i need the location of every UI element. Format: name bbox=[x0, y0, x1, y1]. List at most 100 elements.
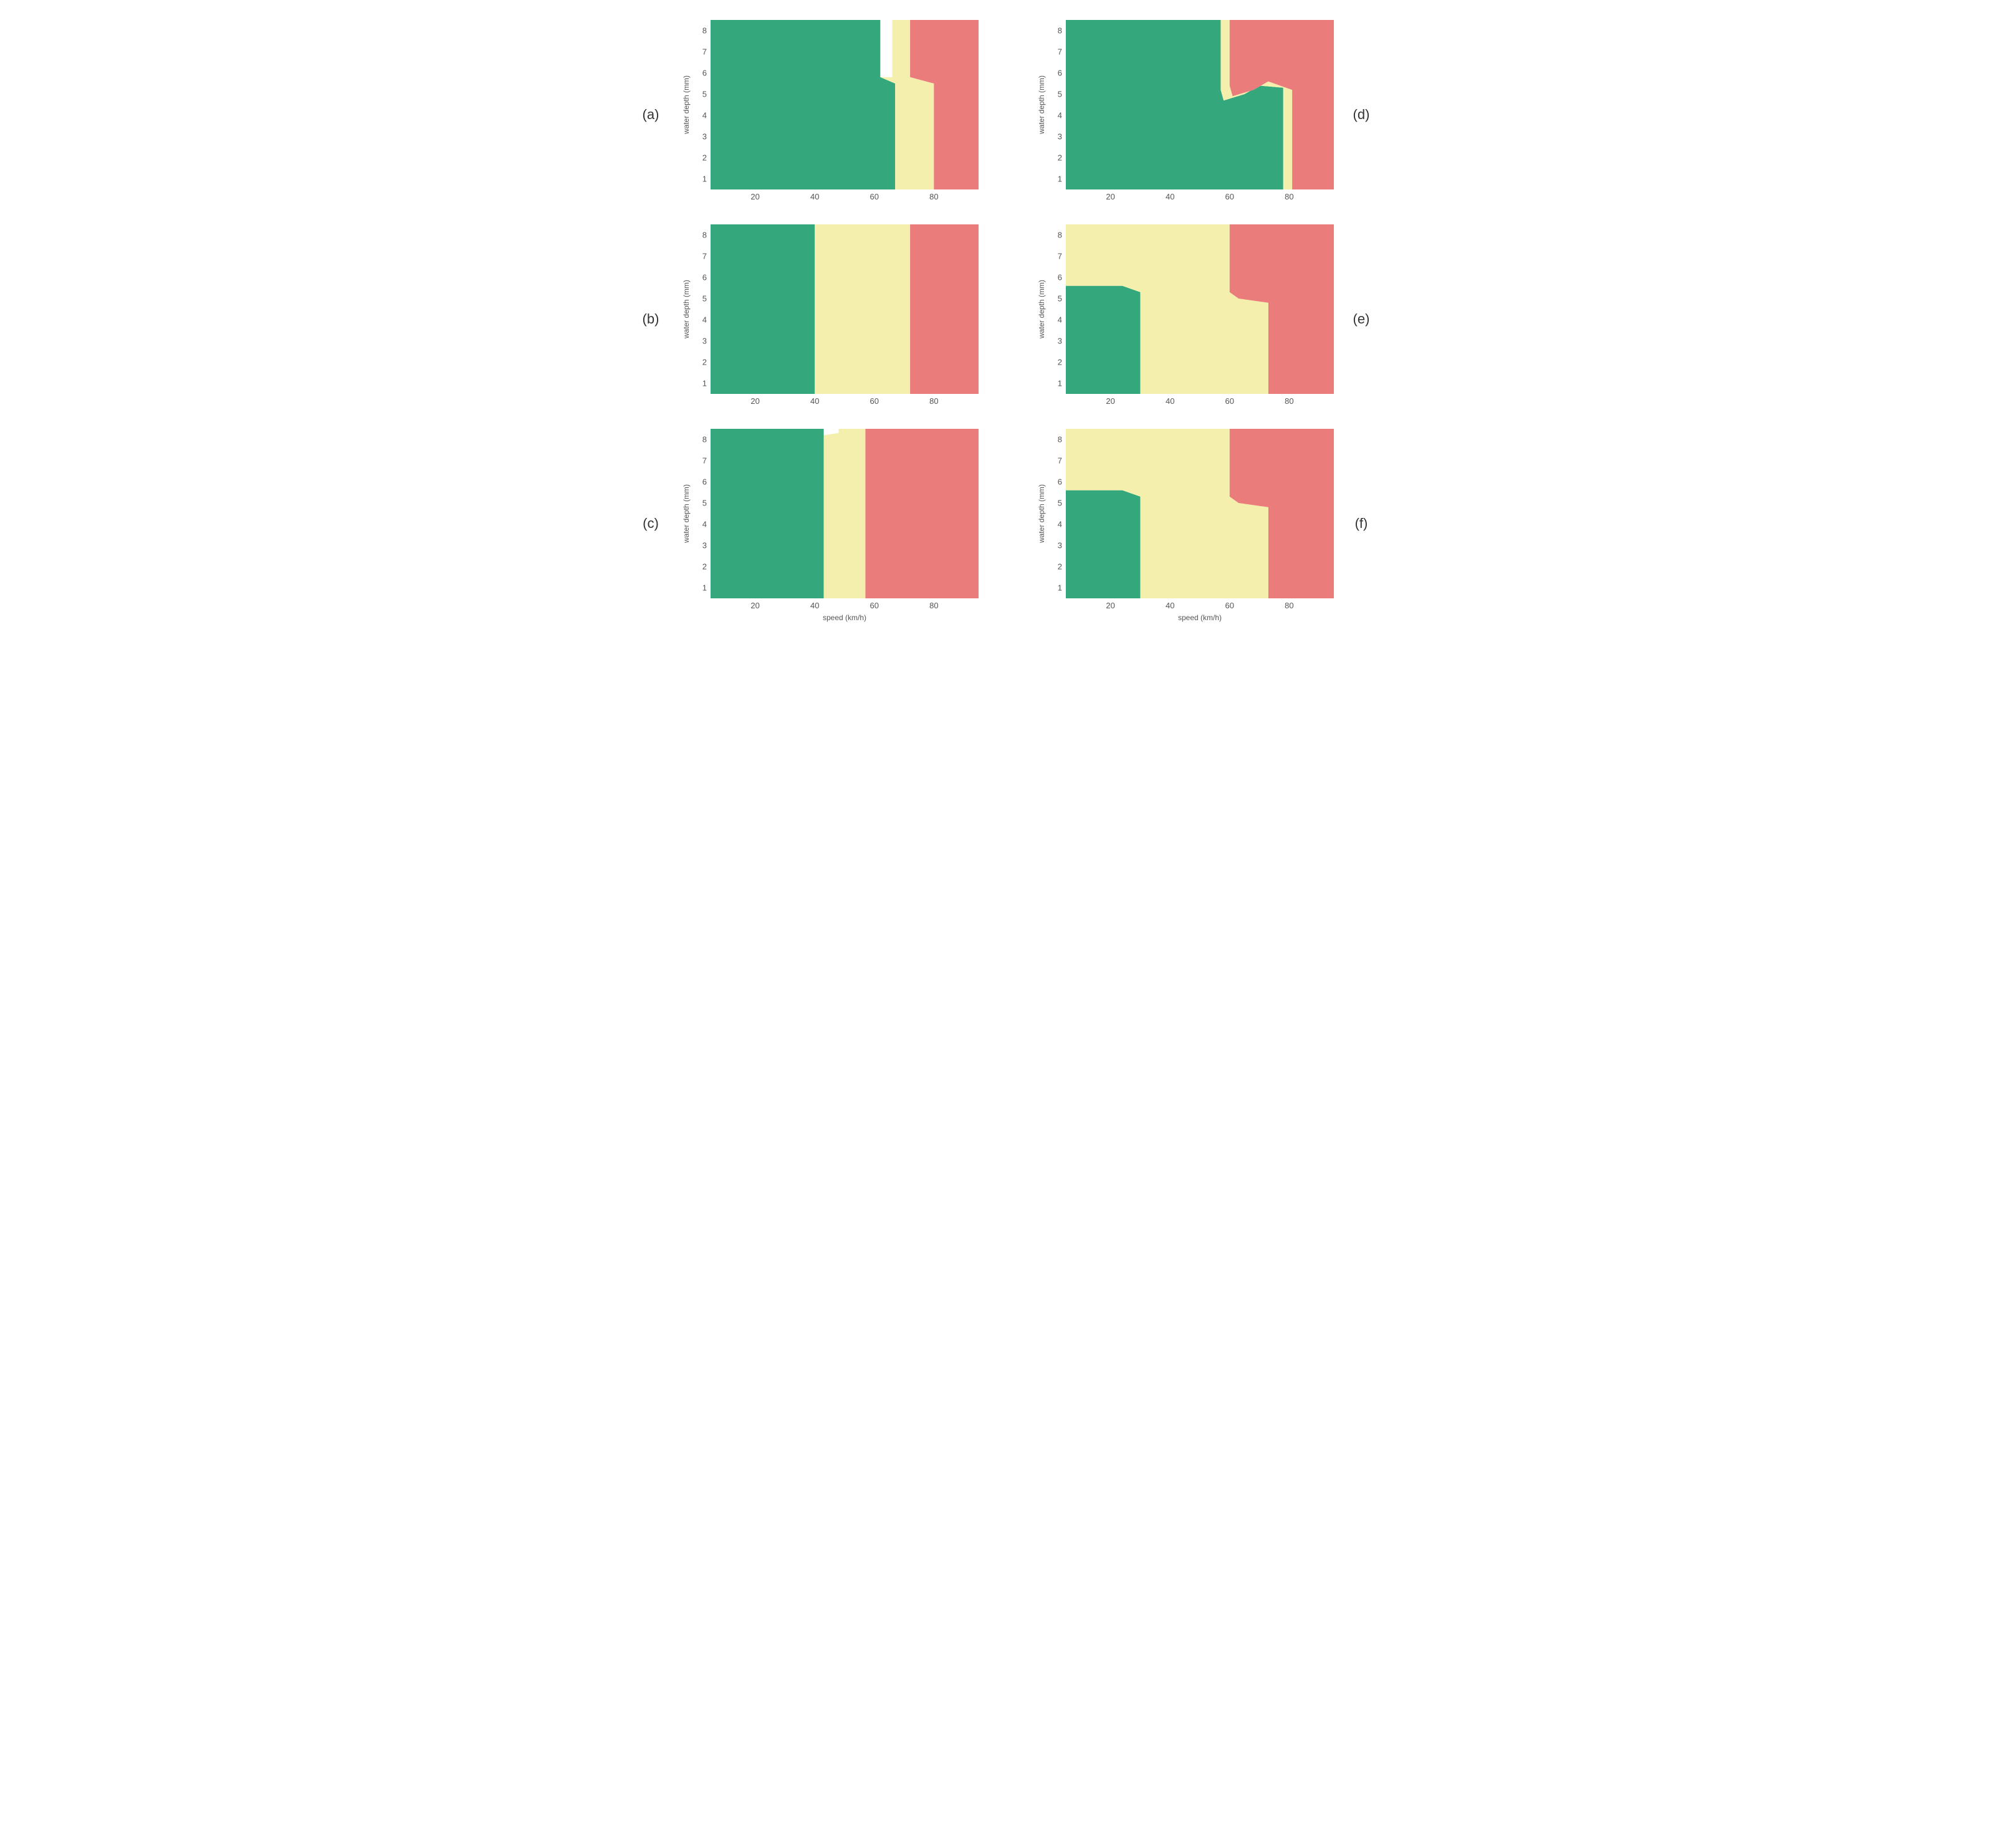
y-axis-label: water depth (mm) bbox=[682, 75, 691, 134]
y-tick: 2 bbox=[1058, 562, 1062, 572]
panel-label-d: (d) bbox=[1343, 12, 1380, 217]
y-tick: 5 bbox=[1058, 294, 1062, 304]
y-tick: 2 bbox=[1058, 358, 1062, 367]
y-tick: 4 bbox=[1058, 315, 1062, 325]
y-tick: 4 bbox=[702, 520, 707, 529]
y-tick: 6 bbox=[1058, 273, 1062, 282]
x-tick: 60 bbox=[870, 396, 879, 406]
figure-grid: (a) 1 2 3 4 5 6 7 8 water depth (mm) 20 40 60 80 1 2 3 4 5… bbox=[632, 12, 1380, 626]
panel-label-b: (b) bbox=[632, 217, 669, 421]
panel-b: 12345678water depth (mm)20406080 bbox=[673, 219, 984, 419]
y-tick: 7 bbox=[1058, 252, 1062, 261]
x-axis: 20 40 60 80 bbox=[1066, 189, 1334, 214]
x-axis: 20406080 bbox=[1066, 394, 1334, 419]
x-axis: 20406080speed (km/h) bbox=[1066, 598, 1334, 623]
y-axis: 12345678water depth (mm) bbox=[1028, 224, 1066, 394]
y-axis: 12345678water depth (mm) bbox=[673, 20, 711, 189]
panel-label-a: (a) bbox=[632, 12, 669, 217]
x-tick: 40 bbox=[1166, 601, 1174, 610]
y-tick: 4 bbox=[702, 111, 707, 120]
y-tick: 2 bbox=[702, 153, 707, 163]
y-tick: 2 bbox=[702, 562, 707, 572]
x-axis: 20406080 bbox=[711, 189, 979, 214]
panel-c: 12345678water depth (mm)20406080speed (k… bbox=[673, 424, 984, 623]
y-tick: 7 bbox=[1058, 456, 1062, 466]
y-tick: 2 bbox=[1058, 153, 1062, 163]
x-axis-label: speed (km/h) bbox=[1178, 613, 1222, 622]
y-tick: 1 bbox=[702, 379, 707, 388]
y-tick: 8 bbox=[702, 231, 707, 240]
panel-a: 12345678water depth (mm)20406080 bbox=[673, 15, 984, 214]
y-tick: 7 bbox=[702, 47, 707, 57]
plot-area bbox=[711, 20, 979, 189]
x-tick: 80 bbox=[1285, 396, 1293, 406]
panel-e: 12345678water depth (mm)20406080 bbox=[1028, 219, 1339, 419]
y-tick: 1 bbox=[702, 583, 707, 593]
y-tick: 3 bbox=[702, 132, 707, 141]
y-tick: 8 bbox=[1058, 26, 1062, 36]
y-tick: 5 bbox=[702, 499, 707, 508]
y-tick: 1 bbox=[702, 175, 707, 184]
y-axis-label: water depth (mm) bbox=[1037, 75, 1046, 134]
x-tick: 60 bbox=[1225, 396, 1234, 406]
y-tick: 5 bbox=[1058, 90, 1062, 99]
plot-area bbox=[1066, 224, 1334, 394]
plot-area bbox=[711, 224, 979, 394]
x-tick: 80 bbox=[929, 396, 938, 406]
panel-label-e: (e) bbox=[1343, 217, 1380, 421]
x-tick: 80 bbox=[1285, 192, 1293, 201]
y-tick: 5 bbox=[1058, 499, 1062, 508]
column-spacer bbox=[987, 217, 1025, 421]
x-tick: 60 bbox=[870, 601, 879, 610]
x-axis-label: speed (km/h) bbox=[823, 613, 866, 622]
y-tick: 7 bbox=[702, 252, 707, 261]
region-green bbox=[1066, 286, 1140, 394]
region-green bbox=[1066, 491, 1140, 598]
column-spacer bbox=[987, 421, 1025, 626]
y-tick: 7 bbox=[702, 456, 707, 466]
x-tick: 60 bbox=[1225, 192, 1234, 201]
x-tick: 60 bbox=[1225, 601, 1234, 610]
y-axis: 12345678water depth (mm) bbox=[1028, 20, 1066, 189]
y-tick: 6 bbox=[702, 477, 707, 487]
y-tick: 3 bbox=[702, 541, 707, 550]
y-axis-label: water depth (mm) bbox=[1037, 280, 1046, 338]
y-axis: 1 2 3 4 5 6 7 8 water depth (mm) bbox=[673, 429, 711, 598]
y-tick: 5 bbox=[702, 294, 707, 304]
y-axis-label: water depth (mm) bbox=[682, 484, 691, 543]
y-tick: 8 bbox=[1058, 231, 1062, 240]
x-tick: 40 bbox=[810, 601, 819, 610]
y-tick: 4 bbox=[702, 315, 707, 325]
plot-area bbox=[711, 429, 979, 598]
plot-area bbox=[1066, 429, 1334, 598]
y-tick: 6 bbox=[702, 273, 707, 282]
x-tick: 40 bbox=[810, 192, 819, 201]
y-tick: 5 bbox=[702, 90, 707, 99]
y-axis: 12345678water depth (mm) bbox=[1028, 429, 1066, 598]
y-tick: 8 bbox=[702, 435, 707, 444]
x-tick: 40 bbox=[1166, 192, 1174, 201]
x-tick: 20 bbox=[1106, 192, 1114, 201]
x-tick: 40 bbox=[810, 396, 819, 406]
panel-label-f: (f) bbox=[1343, 421, 1380, 626]
y-tick: 4 bbox=[1058, 111, 1062, 120]
y-axis-label: water depth (mm) bbox=[682, 280, 691, 338]
y-tick: 4 bbox=[1058, 520, 1062, 529]
y-tick: 6 bbox=[1058, 477, 1062, 487]
y-tick: 2 bbox=[702, 358, 707, 367]
x-tick: 40 bbox=[1166, 396, 1174, 406]
x-tick: 60 bbox=[870, 192, 879, 201]
region-red bbox=[865, 429, 979, 598]
x-tick: 20 bbox=[1106, 601, 1114, 610]
x-axis: 20406080speed (km/h) bbox=[711, 598, 979, 623]
region-green bbox=[711, 224, 815, 394]
y-tick: 3 bbox=[1058, 132, 1062, 141]
y-axis-label: water depth (mm) bbox=[1037, 484, 1046, 543]
x-axis: 20406080 bbox=[711, 394, 979, 419]
y-axis: 12345678water depth (mm) bbox=[673, 224, 711, 394]
panel-label-c: (c) bbox=[632, 421, 669, 626]
y-tick: 8 bbox=[702, 26, 707, 36]
region-yellow bbox=[815, 224, 910, 394]
x-tick: 80 bbox=[929, 601, 938, 610]
region-green bbox=[711, 429, 824, 598]
